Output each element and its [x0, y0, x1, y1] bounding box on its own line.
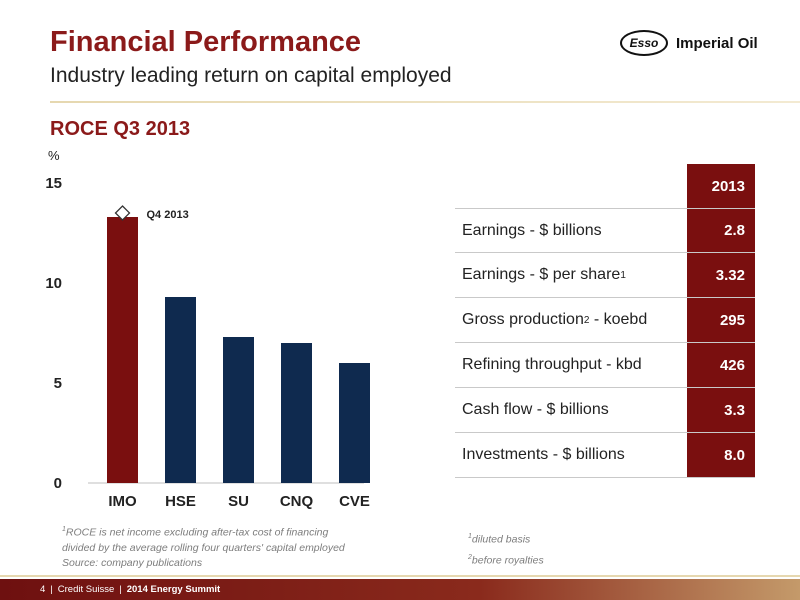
footer-org: Credit Suisse: [57, 584, 115, 595]
kpi-label-footnote-marker: 1: [620, 269, 626, 281]
q4-2013-marker-diamond: [114, 205, 131, 221]
x-tick-label: CVE: [339, 493, 370, 510]
kpi-row: Investments - $ billions 8.0: [455, 433, 755, 478]
kpi-table-header: 2013: [455, 164, 755, 208]
kpi-label-text: Earnings - $ billions: [462, 221, 602, 239]
page-number: 4: [40, 584, 46, 595]
kpi-label-text: Earnings - $ per share: [462, 266, 621, 283]
kpi-table: 2013 Earnings - $ billions 2.8 Earnings - …: [455, 164, 755, 478]
page-title: Financial Performance: [50, 26, 362, 58]
kpi-label-suffix: - koebd: [589, 311, 648, 328]
kpi-label: Investments - $ billions: [462, 433, 625, 477]
marker-label: Q4 2013: [147, 209, 189, 221]
kpi-label: Gross production 2 - koebd: [462, 298, 647, 342]
kpi-row: Earnings - $ billions 2.8: [455, 208, 755, 253]
kpi-value: 295: [687, 298, 755, 342]
footer-divider: [0, 575, 800, 577]
footnote-marker: 1: [468, 533, 472, 540]
kpi-label-text: Investments - $ billions: [462, 446, 625, 463]
kpi-label: Cash flow - $ billions: [462, 388, 609, 432]
footnote-marker: 1: [62, 526, 66, 533]
y-tick-label: 10: [45, 275, 62, 292]
y-axis-unit-label: %: [48, 148, 60, 163]
kpi-value: 426: [687, 343, 755, 387]
kpi-row: Gross production 2 - koebd 295: [455, 298, 755, 343]
kpi-row: Refining throughput - kbd 426: [455, 343, 755, 388]
footnote-marker: 2: [468, 553, 472, 561]
bar-cnq: [281, 343, 312, 483]
y-tick-label: 5: [54, 375, 62, 392]
y-tick-label: 15: [45, 175, 62, 192]
bar-cve: [339, 363, 370, 483]
section-title: ROCE Q3 2013: [50, 118, 191, 140]
bar-su: [223, 337, 254, 483]
footnotes-table: 1diluted basis 2before royalties: [468, 528, 544, 569]
footnote-line: divided by the average rolling four quar…: [62, 541, 345, 554]
kpi-row: Cash flow - $ billions 3.3: [455, 388, 755, 433]
footer-event: 2014 Energy Summit: [126, 584, 221, 595]
footnote-line: ROCE is net income excluding after-tax c…: [65, 526, 329, 539]
header-divider: [50, 101, 800, 103]
y-tick-label: 0: [54, 475, 62, 492]
kpi-label: Earnings - $ billions: [462, 209, 602, 252]
logo-text: Imperial Oil: [676, 34, 758, 52]
kpi-label-text: Gross production: [462, 311, 584, 328]
kpi-label-text: Cash flow - $ billions: [462, 401, 609, 418]
company-logo: Esso Imperial Oil: [620, 30, 758, 56]
x-tick-label: CNQ: [280, 493, 314, 510]
x-tick-label: IMO: [108, 493, 137, 510]
footnote-roce: 1ROCE is net income excluding after-tax …: [62, 522, 345, 571]
kpi-value: 2.8: [687, 209, 755, 252]
kpi-label: Refining throughput - kbd: [462, 343, 642, 387]
roce-bar-chart: % 0 5 10 15 IMO HSE SU CNQ CVE Q4 2013: [45, 148, 370, 510]
page-subtitle: Industry leading return on capital emplo…: [50, 64, 452, 87]
kpi-label-text: Refining throughput - kbd: [462, 356, 642, 373]
kpi-label-footnote-marker: 2: [583, 314, 590, 326]
bar-imo: [107, 217, 138, 483]
footer-bar: 4 | Credit Suisse | 2014 Energy Summit: [0, 579, 800, 600]
kpi-row: Earnings - $ per share 1 3.32: [455, 253, 755, 298]
x-tick-label: HSE: [165, 493, 196, 510]
kpi-year-header: 2013: [687, 164, 755, 208]
footer-separator: |: [50, 584, 53, 595]
footer-separator: |: [119, 584, 122, 595]
esso-logo-icon: Esso: [620, 30, 668, 56]
footnote-royalties: before royalties: [471, 554, 544, 566]
x-tick-label: SU: [228, 493, 249, 510]
footnote-source: Source: company publications: [62, 556, 203, 569]
kpi-value: 3.32: [687, 253, 755, 297]
kpi-value: 8.0: [687, 433, 755, 477]
kpi-value: 3.3: [687, 388, 755, 432]
kpi-rows: Earnings - $ billions 2.8 Earnings - $ per…: [455, 208, 755, 478]
bar-hse: [165, 297, 196, 483]
kpi-label: Earnings - $ per share 1: [462, 253, 626, 297]
footnote-diluted: diluted basis: [471, 533, 531, 546]
